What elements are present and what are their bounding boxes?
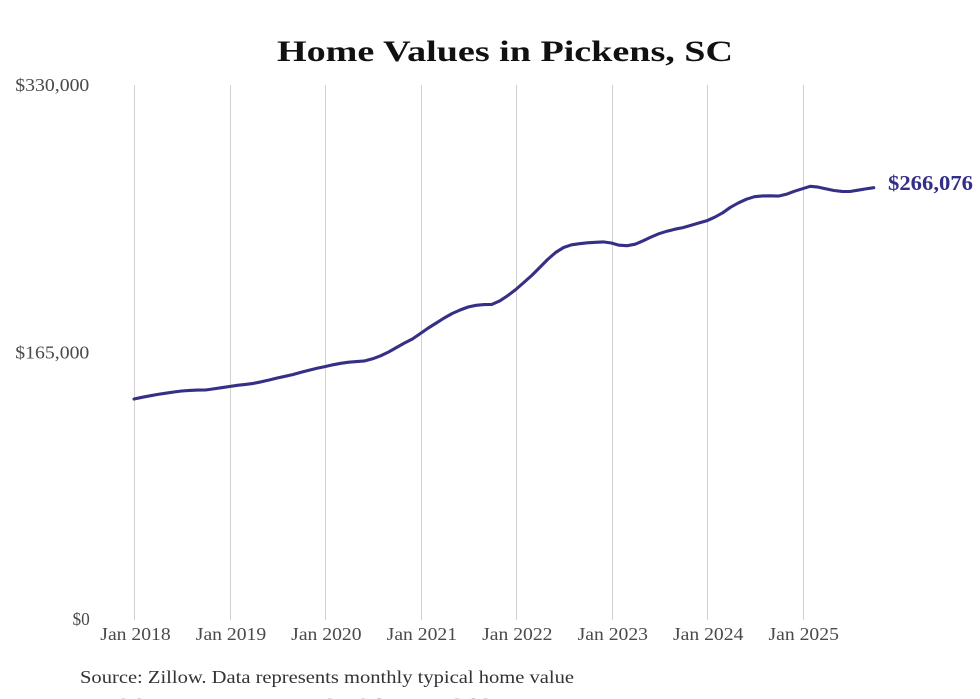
svg-text:as of the most recent month of: as of the most recent month of data avai… — [80, 695, 500, 699]
svg-text:Jan 2020: Jan 2020 — [291, 624, 361, 644]
svg-text:Jan 2019: Jan 2019 — [196, 624, 266, 644]
svg-text:$0: $0 — [73, 609, 90, 629]
svg-text:Jan 2023: Jan 2023 — [578, 624, 648, 644]
svg-text:$266,076: $266,076 — [888, 171, 973, 195]
svg-text:Jan 2018: Jan 2018 — [100, 624, 170, 644]
svg-text:Jan 2024: Jan 2024 — [673, 624, 743, 644]
svg-text:$330,000: $330,000 — [15, 75, 89, 95]
svg-text:Jan 2025: Jan 2025 — [769, 624, 839, 644]
svg-text:Jan 2021: Jan 2021 — [387, 624, 457, 644]
svg-text:Jan 2022: Jan 2022 — [482, 624, 552, 644]
svg-text:Home Values in Pickens, SC: Home Values in Pickens, SC — [277, 35, 733, 68]
svg-text:$165,000: $165,000 — [15, 343, 89, 363]
svg-text:Source: Zillow. Data represent: Source: Zillow. Data represents monthly … — [80, 667, 574, 687]
